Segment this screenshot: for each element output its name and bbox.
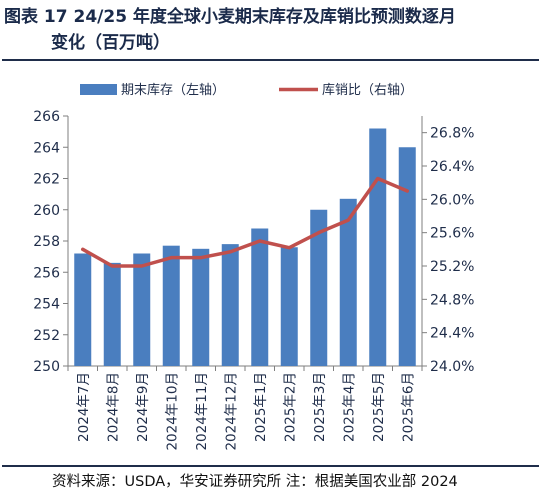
- line-point-ratio: [228, 250, 232, 254]
- y-left-tick-label: 256: [33, 265, 60, 281]
- y-right-tick-label: 26.8%: [430, 126, 474, 142]
- y-left-tick-label: 262: [33, 172, 60, 188]
- y-right-tick-label: 26.0%: [430, 192, 474, 208]
- bar-stock: [369, 128, 387, 366]
- y-left-tick-label: 258: [33, 234, 60, 250]
- chart-title: 图表 17 24/25 年度全球小麦期末库存及库销比预测数逐月 变化（百万吨）: [4, 4, 534, 56]
- line-point-ratio: [376, 177, 380, 180]
- chart-title-line2: 变化（百万吨）: [51, 33, 170, 53]
- bar-stock: [398, 147, 416, 366]
- line-point-ratio: [140, 264, 144, 268]
- y-right-tick-label: 24.0%: [430, 359, 474, 375]
- line-point-ratio: [287, 246, 291, 250]
- legend-label-bar: 期末库存（左轴）: [121, 82, 225, 98]
- line-point-ratio: [258, 239, 262, 243]
- x-tick-label: 2024年7月: [76, 372, 92, 442]
- x-tick-label: 2024年11月: [194, 372, 210, 451]
- line-point-ratio: [317, 231, 321, 235]
- y-right-tick-label: 25.2%: [430, 259, 474, 275]
- x-tick-label: 2025年3月: [312, 372, 328, 442]
- line-point-ratio: [81, 247, 85, 251]
- bar-stock: [221, 244, 239, 366]
- title-rule: [2, 59, 539, 61]
- source-note: 资料来源：USDA，华安证券研究所 注：根据美国农业部 2024: [52, 474, 458, 490]
- x-tick-label: 2025年4月: [341, 372, 357, 442]
- y-right-tick-label: 24.8%: [430, 292, 474, 308]
- line-point-ratio: [199, 256, 203, 260]
- y-left-tick-label: 260: [33, 203, 60, 219]
- bar-stock: [74, 253, 92, 366]
- x-tick-label: 2024年10月: [164, 372, 180, 451]
- line-point-ratio: [169, 256, 173, 260]
- x-tick-label: 2024年9月: [135, 372, 151, 442]
- x-tick-label: 2025年2月: [282, 372, 298, 442]
- y-left-tick-label: 264: [33, 140, 60, 156]
- y-right-tick-label: 25.6%: [430, 226, 474, 242]
- line-point-ratio: [110, 264, 114, 268]
- bar-stock: [339, 198, 357, 366]
- source-rule: [2, 465, 539, 467]
- x-tick-label: 2025年1月: [253, 372, 269, 442]
- chart-title-line1: 图表 17 24/25 年度全球小麦期末库存及库销比预测数逐月: [4, 7, 456, 27]
- bar-stock: [162, 245, 180, 366]
- line-point-ratio: [405, 189, 409, 193]
- legend-label-line: 库销比（右轴）: [322, 82, 413, 98]
- bar-stock: [310, 209, 328, 366]
- bar-stock: [251, 228, 269, 366]
- x-tick-label: 2025年5月: [371, 372, 387, 442]
- line-point-ratio: [346, 218, 350, 222]
- y-left-tick-label: 266: [33, 109, 60, 125]
- x-tick-label: 2024年8月: [105, 372, 121, 442]
- bar-stock: [280, 247, 298, 366]
- legend-swatch-bar: [80, 84, 117, 95]
- y-left-tick-label: 254: [33, 297, 60, 313]
- y-left-tick-label: 250: [33, 359, 60, 375]
- y-right-tick-label: 24.4%: [430, 326, 474, 342]
- bar-stock: [192, 248, 210, 366]
- x-tick-label: 2024年12月: [223, 372, 239, 451]
- y-left-tick-label: 252: [33, 328, 60, 344]
- bar-stock: [103, 262, 121, 366]
- y-right-tick-label: 26.4%: [430, 159, 474, 175]
- x-tick-label: 2025年6月: [400, 372, 416, 442]
- bar-stock: [133, 253, 151, 366]
- line-stock-use-ratio: [81, 176, 409, 268]
